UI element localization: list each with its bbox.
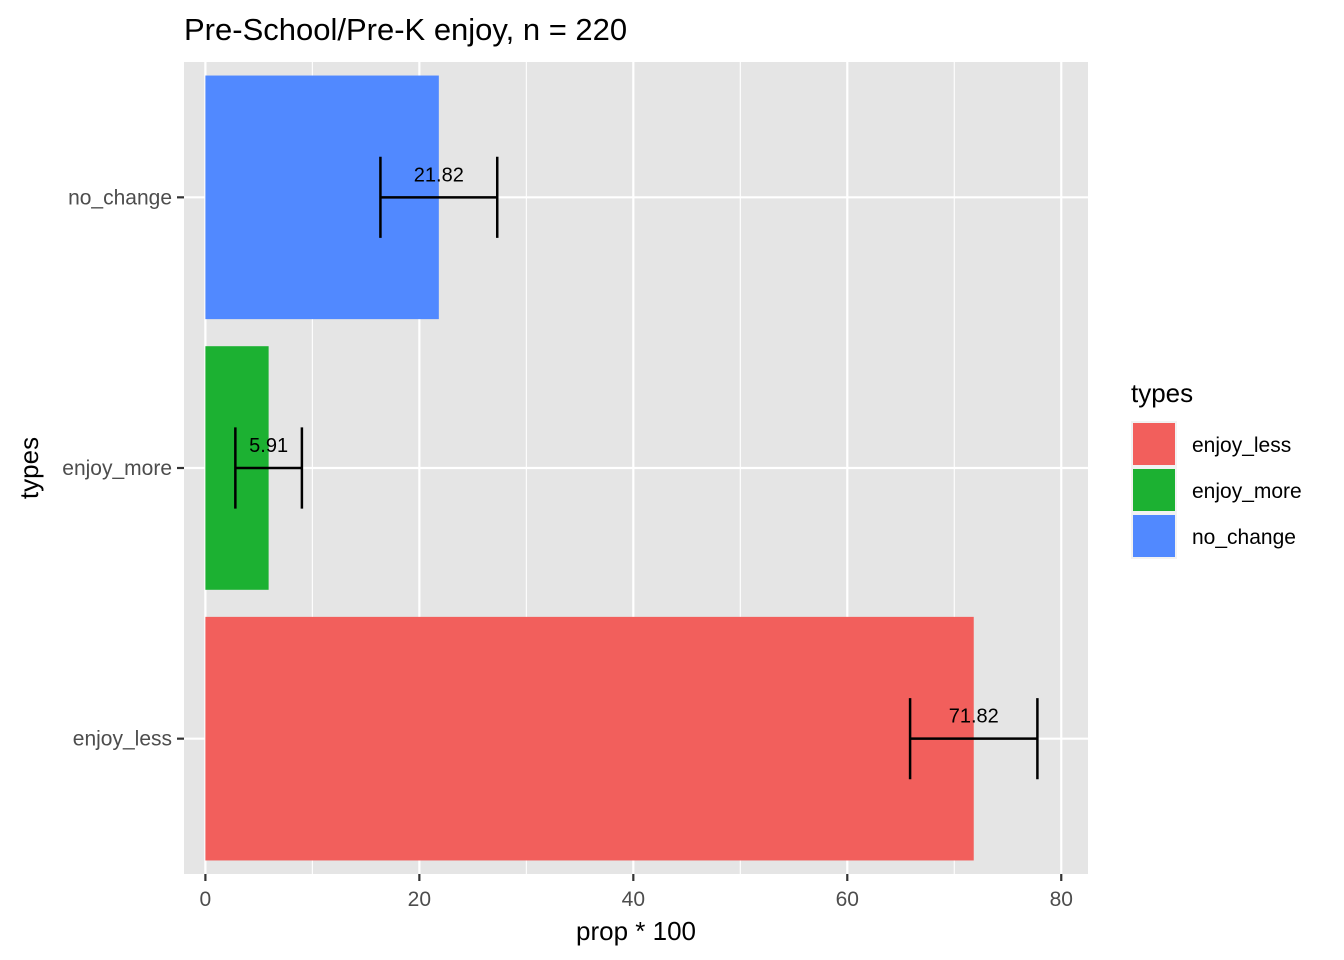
error-bar-enjoy-more	[234, 427, 304, 509]
x-tick-label: 40	[622, 888, 645, 911]
legend-label: enjoy_less	[1192, 434, 1291, 457]
legend: types enjoy_less enjoy_more no_change	[1131, 378, 1302, 559]
x-tick-label: 80	[1050, 888, 1073, 911]
legend-item-enjoy-less: enjoy_less	[1131, 421, 1291, 467]
legend-title: types	[1131, 378, 1193, 408]
chart-title: Pre-School/Pre-K enjoy, n = 220	[184, 12, 627, 47]
y-tick-label: enjoy_more	[62, 457, 172, 480]
bars	[205, 75, 974, 861]
legend-label: no_change	[1192, 526, 1296, 549]
error-bar-no-change	[379, 156, 499, 238]
y-tick-label: enjoy_less	[73, 728, 172, 751]
x-tick-label: 60	[836, 888, 859, 911]
data-label-enjoy-less: 71.82	[949, 706, 999, 728]
data-labels: 71.82 5.91 21.82	[249, 164, 999, 727]
error-bars	[234, 156, 1039, 780]
x-axis: 0 20 40 60 80	[200, 874, 1073, 911]
legend-swatch	[1133, 515, 1175, 557]
y-axis: enjoy_less enjoy_more no_change	[62, 186, 184, 751]
error-bar-enjoy-less	[908, 698, 1039, 780]
legend-item-no-change: no_change	[1131, 513, 1296, 559]
data-label-no-change: 21.82	[414, 164, 464, 186]
x-tick-label: 20	[408, 888, 431, 911]
y-tick-label: no_change	[68, 186, 172, 209]
data-label-enjoy-more: 5.91	[249, 435, 288, 457]
x-axis-title: prop * 100	[576, 916, 696, 946]
legend-swatch	[1133, 423, 1175, 465]
legend-items: enjoy_less enjoy_more no_change	[1131, 421, 1302, 559]
x-tick-label: 0	[200, 888, 212, 911]
y-axis-title: types	[14, 437, 44, 499]
legend-swatch	[1133, 469, 1175, 511]
legend-item-enjoy-more: enjoy_more	[1131, 467, 1302, 513]
bar-enjoy-less	[205, 616, 974, 861]
legend-label: enjoy_more	[1192, 480, 1302, 503]
